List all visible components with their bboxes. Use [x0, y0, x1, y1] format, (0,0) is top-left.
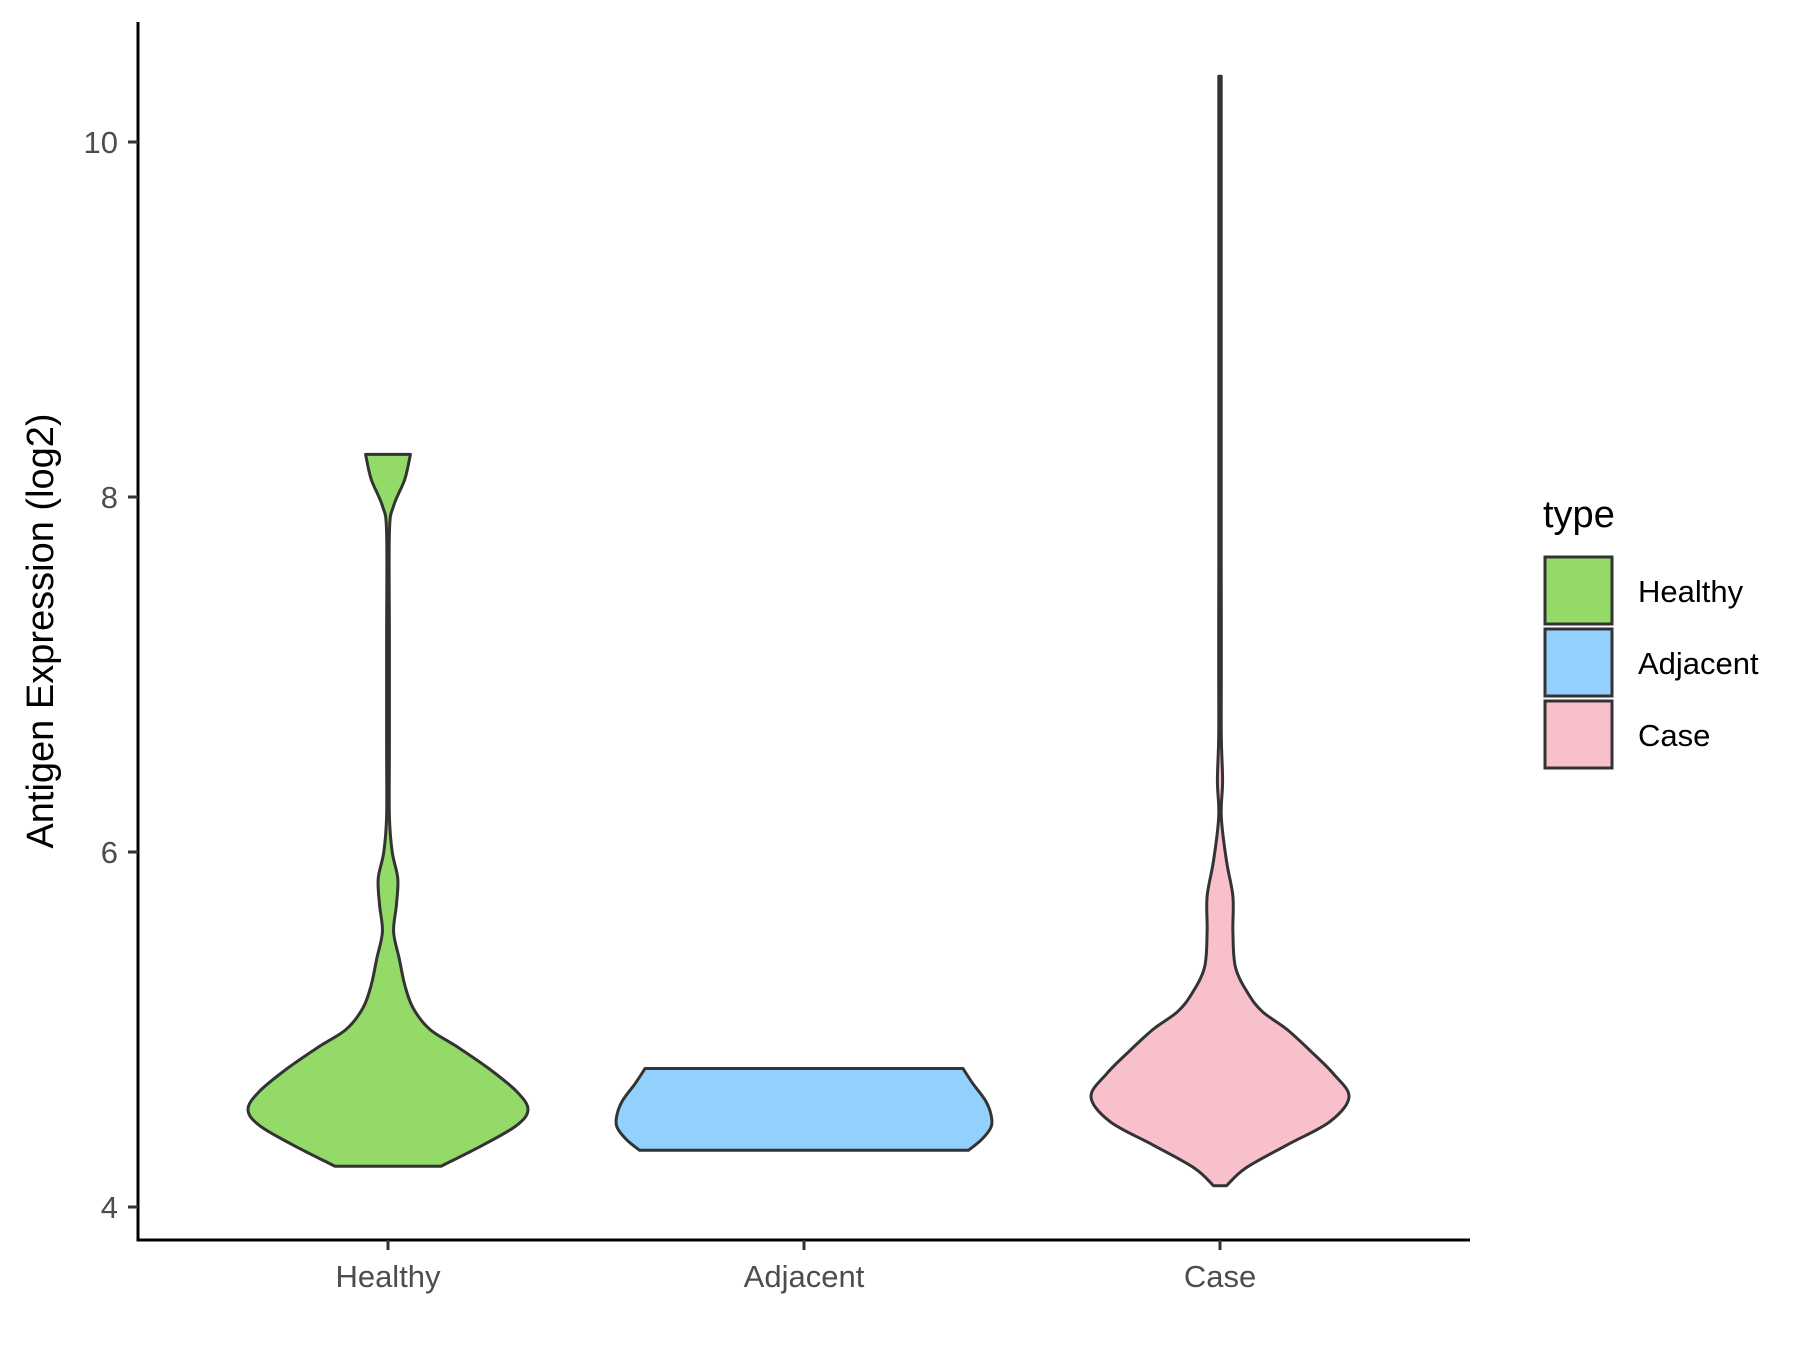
x-tick-label: Healthy	[335, 1259, 441, 1294]
legend-key-adjacent	[1543, 627, 1614, 698]
x-tick-label: Adjacent	[744, 1259, 865, 1294]
legend-label-adjacent: Adjacent	[1638, 646, 1759, 681]
legend-title: type	[1543, 494, 1615, 536]
legend-label-case: Case	[1638, 718, 1710, 753]
y-tick-label: 8	[101, 480, 118, 515]
violin-layer	[246, 74, 1351, 1188]
legend-key-case	[1543, 699, 1614, 770]
legend-label-healthy: Healthy	[1638, 574, 1744, 609]
y-tick-label: 6	[101, 835, 118, 870]
y-tick-label: 4	[101, 1190, 118, 1225]
violin-case	[1089, 74, 1351, 1188]
violin-adjacent	[614, 1067, 994, 1152]
y-ticks: 4 6 8 10	[84, 125, 138, 1225]
legend: type Healthy Adjacent Case	[1543, 494, 1759, 770]
x-ticks: Healthy Adjacent Case	[335, 1240, 1256, 1294]
violin-healthy	[246, 452, 530, 1168]
x-tick-label: Case	[1184, 1259, 1256, 1294]
legend-key-healthy	[1543, 555, 1614, 626]
y-tick-label: 10	[84, 125, 118, 160]
y-axis-title: Antigen Expression (log2)	[20, 413, 62, 848]
